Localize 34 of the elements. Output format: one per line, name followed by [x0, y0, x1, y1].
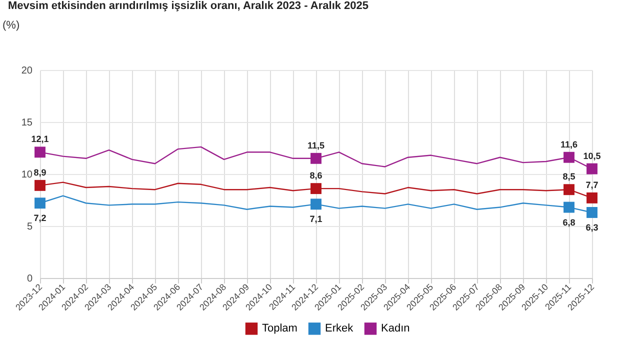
y-axis-title: (%) — [2, 20, 20, 32]
data-label: 8,6 — [310, 170, 322, 181]
data-label: 10,5 — [583, 150, 601, 161]
legend-label: Erkek — [325, 322, 354, 335]
point — [586, 163, 598, 174]
point — [564, 152, 574, 163]
legend-label: Toplam — [262, 322, 298, 335]
chart-title: Mevsim etkisinden arındırılmış işsizlik oranı, Aralık 2023 - Aralık 2025 — [8, 0, 369, 12]
point — [586, 207, 598, 218]
point — [564, 184, 574, 196]
point — [310, 152, 322, 164]
data-label: 11,6 — [560, 139, 578, 150]
legend-label: Kadın — [381, 322, 410, 335]
y-tick-label: 5 — [26, 222, 33, 232]
point — [34, 198, 46, 209]
y-tick-label: 20 — [21, 66, 33, 76]
y-tick-label: 15 — [21, 118, 33, 128]
y-tick-label: 0 — [26, 274, 33, 284]
data-label: 6,8 — [562, 217, 576, 228]
data-label: 7,1 — [310, 214, 322, 224]
data-label: 7,2 — [34, 213, 46, 224]
data-label: 7,7 — [586, 180, 598, 190]
data-label: 6,3 — [586, 222, 598, 232]
point — [310, 198, 322, 210]
data-label: 8,9 — [34, 167, 46, 178]
point — [564, 202, 574, 213]
data-label: 11,5 — [307, 140, 325, 150]
data-label: 12,1 — [31, 134, 49, 144]
y-tick-label: 10 — [21, 170, 33, 180]
point — [34, 146, 46, 158]
point — [34, 180, 46, 191]
point — [310, 183, 322, 194]
data-label: 8,5 — [562, 172, 576, 182]
point — [586, 192, 598, 204]
